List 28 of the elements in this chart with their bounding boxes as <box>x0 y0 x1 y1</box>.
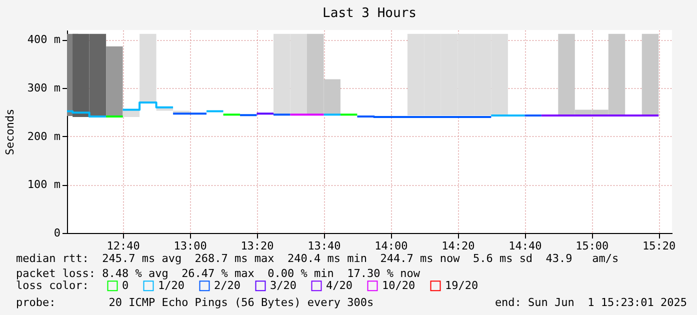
x-tick-label: 15:20 <box>642 240 676 252</box>
legend-title: loss color: <box>16 279 89 292</box>
text: probe: 20 ICMP Echo Pings (56 Bytes) every 300s <box>16 296 374 309</box>
y-tick-label: 100 m <box>27 178 61 192</box>
x-tick-label: 14:00 <box>374 240 408 252</box>
text: end: Sun Jun 1 15:23:01 2025 <box>494 296 687 309</box>
y-tick-label: 300 m <box>27 82 61 94</box>
legend-label: 4/20 <box>326 278 352 292</box>
legend-label: 19/20 <box>445 278 478 292</box>
chart-title: Last 3 Hours <box>322 6 416 21</box>
text: median rtt: 245.7 ms avg 268.7 ms max 240.4 ms min 244.7 ms now 5.6 ms sd 43.9 am/s <box>16 252 619 265</box>
y-tick-label: 400 m <box>27 33 61 46</box>
legend-label: 2/20 <box>214 278 240 292</box>
legend-label: 1/20 <box>158 278 184 292</box>
x-tick-label: 14:20 <box>442 240 475 252</box>
y-tick-label: 200 m <box>27 130 61 143</box>
legend-label: 10/20 <box>382 278 416 292</box>
text: packet loss: 8.48 % avg 26.47 % max 0.00 % min 17.30 % now <box>16 267 420 280</box>
legend-label: 3/20 <box>270 278 296 292</box>
x-tick-label: 13:20 <box>240 240 274 252</box>
x-tick-label: 14:40 <box>508 240 542 252</box>
y-axis-title: Seconds <box>3 108 16 156</box>
legend-label: 0 <box>122 278 129 292</box>
x-tick-label: 15:00 <box>576 240 609 252</box>
x-tick-label: 13:00 <box>174 240 207 252</box>
y-tick-label: 0 <box>54 226 60 240</box>
x-tick-label: 13:40 <box>308 240 341 252</box>
x-tick-label: 12:40 <box>106 240 140 252</box>
